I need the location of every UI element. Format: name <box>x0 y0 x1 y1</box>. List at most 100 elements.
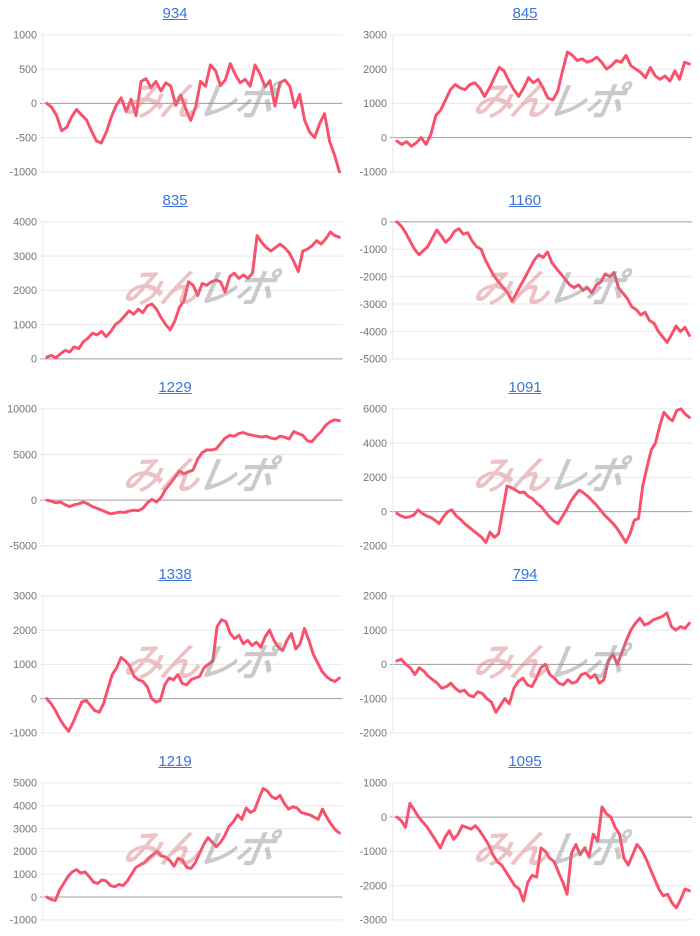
y-tick-label: 4000 <box>363 438 387 450</box>
data-line <box>45 62 341 174</box>
chart-title: 845 <box>350 0 700 27</box>
y-tick-label: -2000 <box>360 541 388 553</box>
y-tick-label: 1000 <box>363 625 387 637</box>
y-tick-label: 0 <box>381 812 387 824</box>
watermark: みんレポ <box>470 829 634 873</box>
y-tick-label: -3000 <box>360 299 388 311</box>
chart-title: 1229 <box>0 374 350 401</box>
chart-title: 1091 <box>350 374 700 401</box>
line-chart: 6000 4000 2000 0 -2000 みんレポ <box>360 404 693 553</box>
y-tick-label: 2000 <box>13 625 37 637</box>
chart-cell: 1338 3000 2000 1000 0 -1000 みんレポ <box>0 561 350 748</box>
y-tick-label: -1000 <box>10 915 38 927</box>
watermark: みんレポ <box>470 268 634 312</box>
y-tick-label: 500 <box>19 64 37 76</box>
y-tick-label: 0 <box>31 694 37 706</box>
chart-title-link[interactable]: 934 <box>162 5 188 22</box>
chart-title-link[interactable]: 794 <box>512 566 538 583</box>
chart-title: 1095 <box>350 748 700 775</box>
line-chart: 3000 2000 1000 0 -1000 みんレポ <box>10 591 343 740</box>
chart-title: 934 <box>0 0 350 27</box>
y-tick-label: 3000 <box>13 591 37 603</box>
chart-title-link[interactable]: 1160 <box>508 192 542 209</box>
y-tick-label: 0 <box>31 496 37 508</box>
y-tick-label: 0 <box>31 354 37 366</box>
y-tick-label: -5000 <box>360 354 388 366</box>
chart-cell: 1219 5000 4000 3000 2000 1000 0 -1000 みんレポ <box>0 748 350 935</box>
chart-title-link[interactable]: 835 <box>162 192 188 209</box>
chart-title-link[interactable]: 845 <box>512 5 538 22</box>
y-tick-label: 0 <box>381 660 387 672</box>
y-tick-label: -500 <box>15 133 37 145</box>
watermark-gray-text: レポ <box>194 81 284 125</box>
chart-title: 1219 <box>0 748 350 775</box>
svg-text:みんレポ: みんレポ <box>120 829 284 873</box>
chart-title-link[interactable]: 1091 <box>508 379 542 396</box>
y-tick-label: 2000 <box>363 591 387 603</box>
y-tick-label: 6000 <box>363 404 387 416</box>
data-line <box>395 50 691 149</box>
watermark-gray-text: レポ <box>544 81 634 125</box>
y-tick-label: 1000 <box>363 778 387 790</box>
watermark-pink-text: みん <box>120 81 206 125</box>
watermark: みんレポ <box>470 81 634 125</box>
chart-cell: 835 4000 3000 2000 1000 0 みんレポ <box>0 187 350 374</box>
data-line <box>395 611 691 715</box>
y-tick-label: 0 <box>381 133 387 145</box>
data-line <box>45 787 341 903</box>
watermark-pink-text: みん <box>120 829 206 873</box>
y-tick-label: -1000 <box>360 694 388 706</box>
chart-title: 835 <box>0 187 350 214</box>
watermark-pink-text: みん <box>120 642 206 686</box>
chart-cell: 1160 0 -1000 -2000 -3000 -4000 -5000 みんレポ <box>350 187 700 374</box>
y-tick-label: 1000 <box>13 320 37 332</box>
chart-title-link[interactable]: 1219 <box>158 753 192 770</box>
y-tick-label: -2000 <box>360 881 388 893</box>
y-tick-label: 5000 <box>13 450 37 462</box>
y-tick-label: 1000 <box>13 870 37 882</box>
y-tick-label: -1000 <box>10 728 38 740</box>
chart-cell: 794 2000 1000 0 -1000 -2000 みんレポ <box>350 561 700 748</box>
svg-text:みんレポ: みんレポ <box>470 642 634 686</box>
line-chart: 1000 0 -1000 -2000 -3000 みんレポ <box>360 778 693 927</box>
y-tick-label: 3000 <box>13 824 37 836</box>
y-tick-label: 1000 <box>363 99 387 111</box>
data-line <box>45 618 341 734</box>
y-tick-label: 0 <box>381 507 387 519</box>
line-chart: 2000 1000 0 -1000 -2000 みんレポ <box>360 591 693 740</box>
y-tick-label: 4000 <box>13 801 37 813</box>
watermark: みんレポ <box>470 455 634 499</box>
watermark-pink-text: みん <box>470 642 556 686</box>
y-tick-label: -5000 <box>10 541 38 553</box>
y-tick-label: 0 <box>381 217 387 229</box>
y-tick-label: 3000 <box>363 30 387 42</box>
y-tick-label: 1000 <box>13 30 37 42</box>
y-tick-label: -3000 <box>360 915 388 927</box>
y-tick-label: -2000 <box>360 728 388 740</box>
chart-title-link[interactable]: 1338 <box>158 566 192 583</box>
chart-title: 794 <box>350 561 700 588</box>
y-tick-label: 2000 <box>363 473 387 485</box>
y-tick-label: -1000 <box>10 167 38 179</box>
watermark-gray-text: レポ <box>544 268 634 312</box>
line-chart: 5000 4000 3000 2000 1000 0 -1000 みんレポ <box>10 778 343 927</box>
watermark: みんレポ <box>120 268 284 312</box>
chart-cell: 1091 6000 4000 2000 0 -2000 みんレポ <box>350 374 700 561</box>
svg-text:みんレポ: みんレポ <box>120 268 284 312</box>
chart-title: 1160 <box>350 187 700 214</box>
y-tick-label: 2000 <box>363 64 387 76</box>
y-tick-label: -4000 <box>360 327 388 339</box>
chart-cell: 1095 1000 0 -1000 -2000 -3000 みんレポ <box>350 748 700 935</box>
watermark-gray-text: レポ <box>544 829 634 873</box>
chart-title-link[interactable]: 1095 <box>508 753 542 770</box>
watermark: みんレポ <box>120 455 284 499</box>
watermark-gray-text: レポ <box>544 642 634 686</box>
watermark-pink-text: みん <box>470 455 556 499</box>
svg-text:みんレポ: みんレポ <box>120 81 284 125</box>
watermark: みんレポ <box>120 829 284 873</box>
watermark: みんレポ <box>470 642 634 686</box>
line-chart: 10000 5000 0 -5000 みんレポ <box>7 404 343 553</box>
chart-title-link[interactable]: 1229 <box>158 379 192 396</box>
watermark-gray-text: レポ <box>194 642 284 686</box>
svg-text:みんレポ: みんレポ <box>470 81 634 125</box>
